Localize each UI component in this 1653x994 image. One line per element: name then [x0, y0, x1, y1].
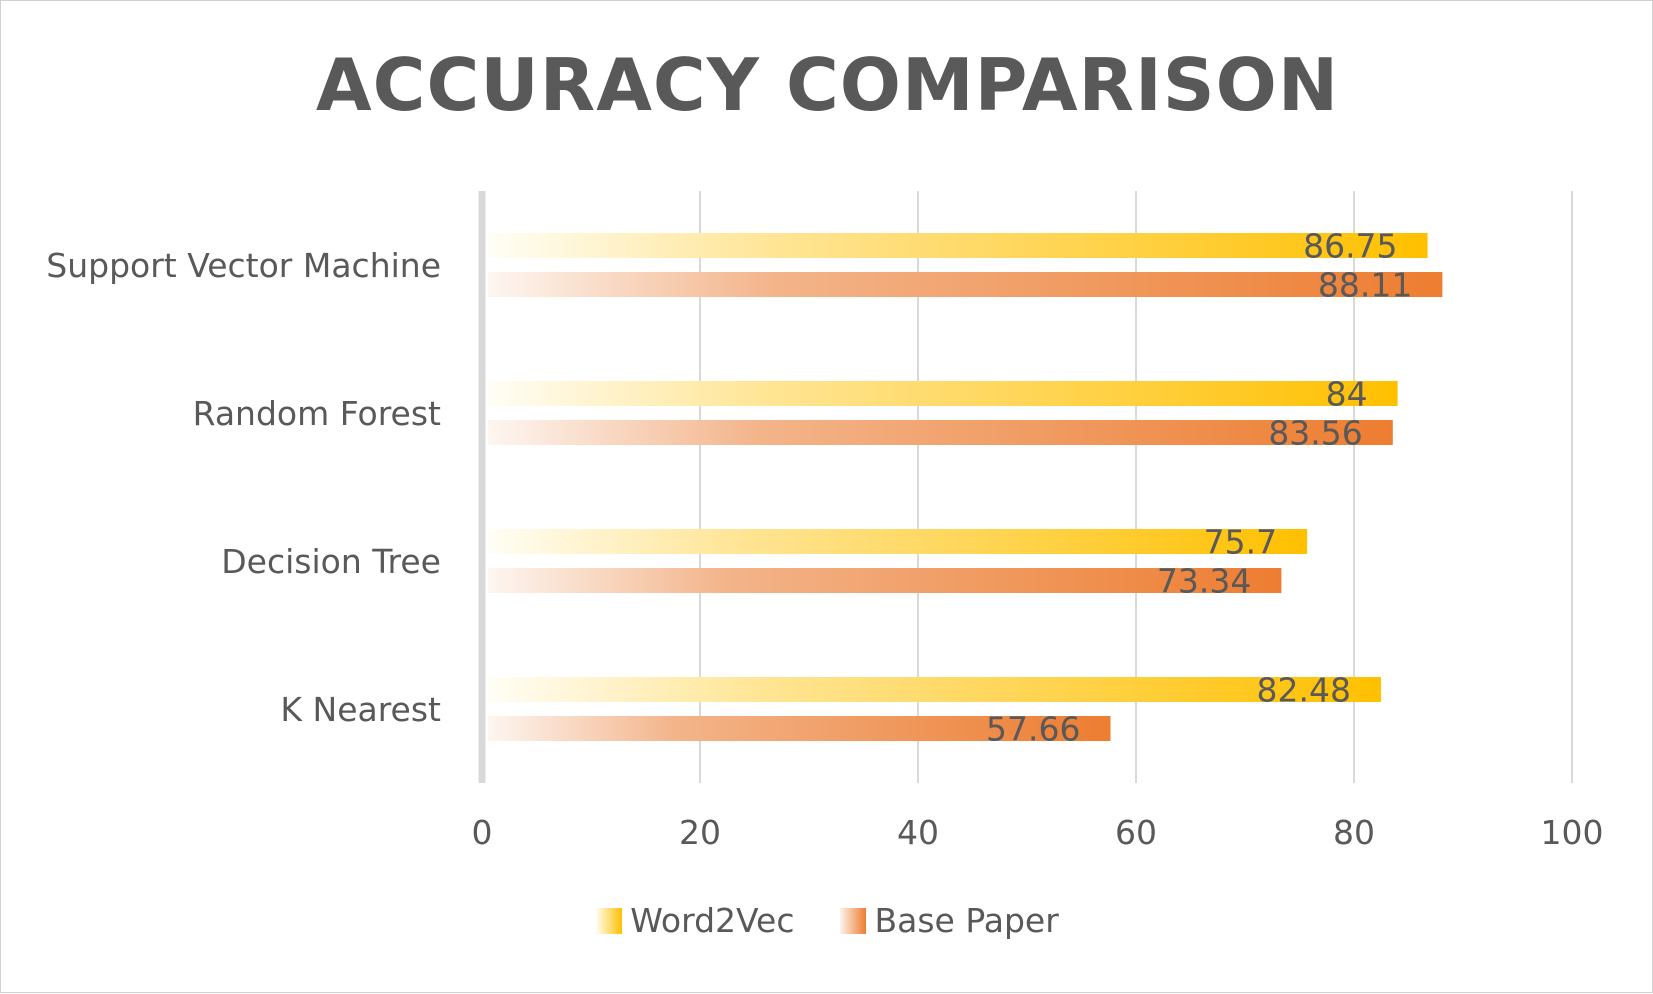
category-label-support-vector-machine: Support Vector Machine [46, 246, 441, 285]
legend-swatch-word2vec [596, 907, 623, 934]
data-label-word2vec-k-nearest: 82.48 [1257, 671, 1351, 710]
bar-base-paper-k-nearest [488, 716, 1111, 741]
legend-item-base-paper: Base Paper [840, 901, 1059, 940]
x-tick-label-60: 60 [1115, 813, 1157, 852]
data-label-base-paper-decision-tree: 73.34 [1157, 562, 1251, 601]
legend-swatch-base-paper [840, 907, 867, 934]
bar-base-paper-random-forest [488, 420, 1393, 445]
bar-base-paper-decision-tree [488, 568, 1282, 593]
legend-label-word2vec: Word2Vec [630, 901, 795, 940]
legend: Word2Vec Base Paper [1, 901, 1653, 940]
chart-title: ACCURACY COMPARISON [315, 43, 1340, 127]
x-tick-label-0: 0 [472, 813, 493, 852]
legend-item-word2vec: Word2Vec [596, 901, 794, 940]
category-label-decision-tree: Decision Tree [221, 542, 441, 581]
bar-word2vec-random-forest [488, 381, 1398, 406]
x-tick-label-20: 20 [679, 813, 721, 852]
x-tick-label-40: 40 [897, 813, 939, 852]
legend-label-base-paper: Base Paper [874, 901, 1059, 940]
bar-word2vec-k-nearest [488, 677, 1382, 702]
bars [488, 233, 1443, 741]
category-label-k-nearest: K Nearest [280, 690, 441, 729]
category-axis: Support Vector Machine Random Forest Decis… [46, 246, 441, 729]
value-axis: 0 20 40 60 80 100 [472, 813, 1604, 852]
data-label-word2vec-support-vector-machine: 86.75 [1303, 227, 1397, 266]
data-label-word2vec-decision-tree: 75.7 [1204, 523, 1277, 562]
data-label-word2vec-random-forest: 84 [1326, 375, 1368, 414]
bar-base-paper-support-vector-machine [488, 272, 1443, 297]
x-tick-label-100: 100 [1541, 813, 1604, 852]
x-tick-label-80: 80 [1333, 813, 1375, 852]
data-label-base-paper-k-nearest: 57.66 [986, 710, 1080, 749]
bar-word2vec-decision-tree [488, 529, 1308, 554]
category-label-random-forest: Random Forest [193, 394, 441, 433]
data-label-base-paper-random-forest: 83.56 [1268, 414, 1362, 453]
bar-word2vec-support-vector-machine [488, 233, 1428, 258]
data-label-base-paper-support-vector-machine: 88.11 [1318, 266, 1412, 305]
